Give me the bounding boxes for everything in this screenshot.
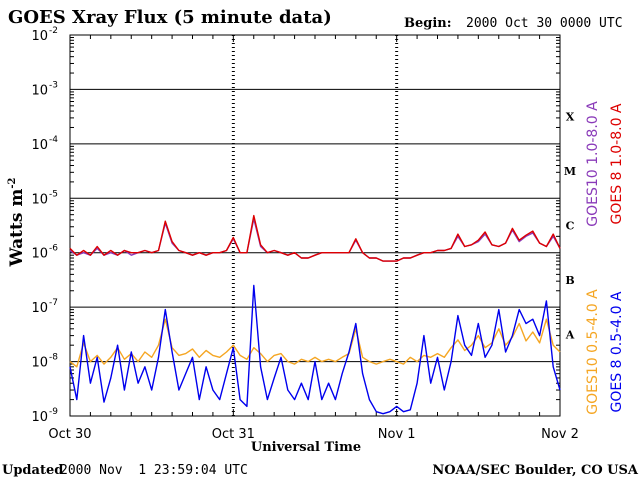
x-axis-title: Universal Time — [251, 440, 361, 455]
y-tick-exponent: -8 — [49, 353, 58, 363]
flare-class-label: M — [564, 165, 576, 178]
y-tick-exponent: -6 — [49, 244, 58, 254]
flare-class-label: C — [566, 220, 575, 233]
y-tick-label: 10 — [31, 356, 48, 371]
begin-label: Begin: — [404, 16, 452, 31]
y-tick-label: 10 — [31, 247, 48, 262]
flare-class-label: X — [566, 111, 575, 124]
y-tick-label: 10 — [31, 83, 48, 98]
y-tick-label: 10 — [31, 192, 48, 207]
x-tick-label: Oct 31 — [212, 427, 255, 442]
y-tick-exponent: -7 — [49, 298, 58, 308]
legend-entry: GOES 8 1.0-8.0 A — [609, 103, 625, 224]
y-tick-exponent: -5 — [49, 189, 58, 199]
footer-credit: NOAA/SEC Boulder, CO USA — [432, 463, 639, 478]
plot-frame — [69, 34, 561, 417]
y-tick-label: 10 — [31, 410, 48, 425]
x-tick-label: Nov 1 — [378, 427, 416, 442]
chart-title: GOES Xray Flux (5 minute data) — [8, 7, 332, 28]
x-tick-label: Nov 2 — [541, 427, 579, 442]
series-line — [69, 284, 561, 415]
x-tick-label: Oct 30 — [48, 427, 91, 442]
y-axis-title-exp: -2 — [7, 177, 18, 188]
y-axis-title-text: Watts m — [7, 189, 27, 268]
series-line — [69, 214, 561, 262]
svg-text:Watts m-2: Watts m-2 — [7, 177, 27, 267]
y-tick-exponent: -4 — [49, 135, 58, 145]
footer-updated-label: Updated — [2, 463, 63, 478]
y-tick-exponent: -3 — [49, 80, 58, 90]
footer-updated-value: 2000 Nov 1 23:59:04 UTC — [60, 463, 248, 478]
y-tick-label: 10 — [31, 138, 48, 153]
y-tick-exponent: -2 — [49, 26, 58, 36]
y-tick-exponent: -9 — [49, 407, 58, 417]
legend-entry: GOES10 0.5-4.0 A — [585, 289, 601, 415]
flare-class-label: B — [565, 274, 574, 287]
legend-entry: GOES10 1.0-8.0 A — [585, 101, 601, 227]
series-line — [69, 318, 561, 368]
flare-class-label: A — [565, 328, 575, 341]
y-tick-label: 10 — [31, 301, 48, 316]
legend-entry: GOES 8 0.5-4.0 A — [609, 291, 625, 412]
y-tick-label: 10 — [31, 29, 48, 44]
y-axis-title: Watts m-2 — [7, 177, 27, 267]
begin-value: 2000 Oct 30 0000 UTC — [466, 16, 623, 31]
